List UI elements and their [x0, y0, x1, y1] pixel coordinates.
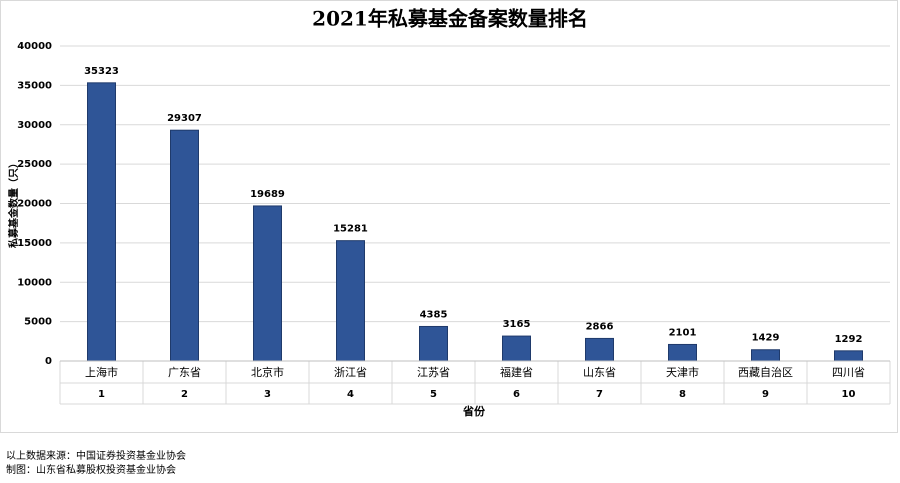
rank-label: 5: [430, 389, 437, 400]
bar: [834, 350, 863, 362]
value-label: 19689: [250, 189, 285, 200]
value-label: 35323: [84, 66, 119, 77]
rank-label: 9: [762, 389, 769, 400]
rank-label: 2: [181, 389, 188, 400]
bar: [502, 335, 531, 362]
footer-source: 以上数据来源：中国证券投资基金业协会: [6, 449, 186, 462]
rank-label: 6: [513, 389, 520, 400]
rank-label: 1: [98, 389, 105, 400]
bar: [668, 343, 697, 362]
bar: [751, 349, 780, 362]
bar: [170, 129, 199, 362]
rank-label: 3: [264, 389, 271, 400]
y-axis-label: 私募基金数量（只）: [7, 158, 20, 249]
bar: [87, 82, 116, 362]
y-tick-label: 30000: [17, 120, 52, 131]
y-tick-label: 35000: [17, 80, 52, 91]
x-tick-label: 四川省: [832, 366, 865, 379]
x-axis-label: 省份: [462, 404, 486, 418]
value-label: 2866: [586, 321, 614, 332]
x-tick-label: 西藏自治区: [738, 365, 793, 379]
bar: [336, 240, 365, 362]
value-label: 29307: [167, 113, 202, 124]
y-tick-label: 15000: [17, 238, 52, 249]
chart-title: 2021年私募基金备案数量排名: [312, 7, 588, 31]
x-tick-label: 江苏省: [417, 366, 450, 379]
x-tick-label: 浙江省: [334, 366, 367, 379]
y-tick-label: 25000: [17, 159, 52, 170]
value-label: 4385: [420, 309, 448, 320]
x-tick-label: 北京市: [251, 365, 284, 379]
bar: [253, 205, 282, 362]
x-tick-label: 福建省: [500, 365, 533, 379]
x-tick-label: 广东省: [168, 366, 201, 379]
bar: [585, 337, 614, 362]
value-label: 1429: [752, 333, 780, 344]
value-label: 15281: [333, 224, 368, 235]
value-label: 3165: [503, 319, 531, 330]
x-tick-label: 上海市: [85, 365, 118, 379]
value-label: 2101: [669, 327, 697, 338]
y-tick-label: 0: [45, 356, 52, 367]
x-tick-label: 天津市: [666, 365, 699, 379]
y-tick-label: 20000: [17, 199, 52, 210]
rank-label: 4: [347, 389, 354, 400]
value-label: 1292: [835, 334, 863, 345]
rank-label: 10: [842, 389, 856, 400]
x-tick-label: 山东省: [583, 366, 616, 379]
y-tick-label: 40000: [17, 41, 52, 52]
rank-label: 8: [679, 389, 686, 400]
footer-credit: 制图：山东省私募股权投资基金业协会: [6, 463, 176, 476]
bar: [419, 325, 448, 362]
y-tick-label: 5000: [24, 317, 52, 328]
y-tick-label: 10000: [17, 277, 52, 288]
rank-label: 7: [596, 389, 603, 400]
